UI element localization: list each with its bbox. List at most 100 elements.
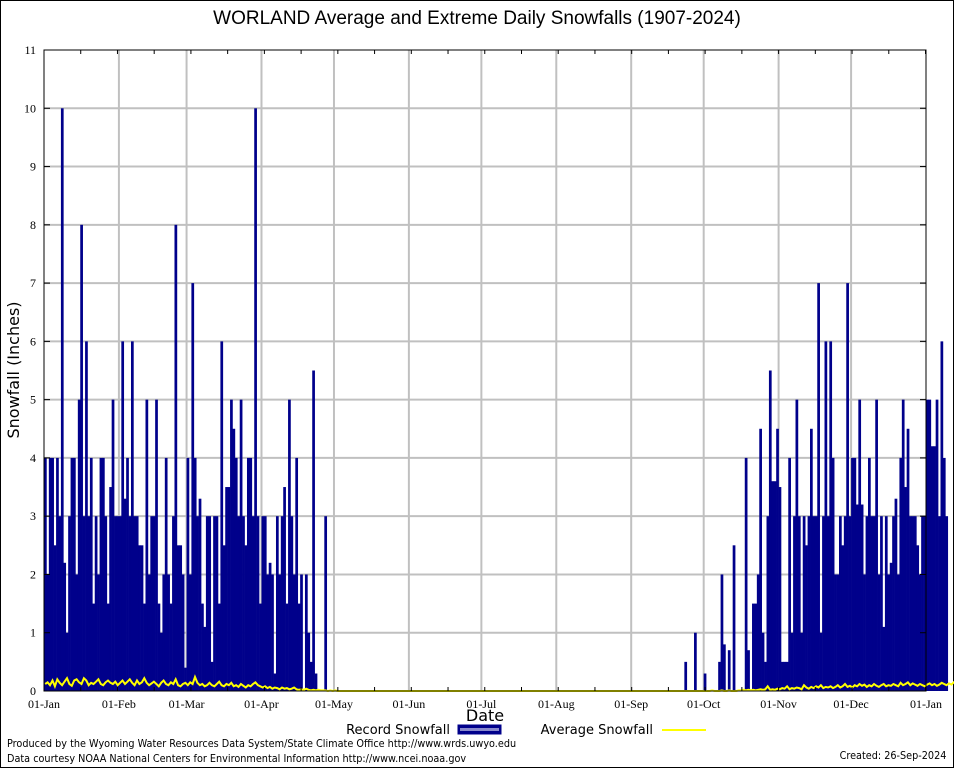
record-bar <box>894 498 898 691</box>
record-bar <box>213 516 216 691</box>
record-bar <box>836 574 840 691</box>
y-tick-label: 4 <box>30 451 36 465</box>
x-tick-label: 01-Jan <box>28 697 60 711</box>
record-bar <box>201 603 204 691</box>
record-bar <box>312 370 315 691</box>
record-bar <box>851 457 854 691</box>
record-bar <box>843 516 847 691</box>
record-bar <box>776 428 779 691</box>
record-bar <box>220 341 224 691</box>
record-bar <box>877 574 881 691</box>
y-tick-label: 10 <box>24 101 36 115</box>
record-bar <box>101 457 105 691</box>
record-bar <box>254 108 257 692</box>
record-bar <box>157 603 161 691</box>
record-bar <box>283 487 286 691</box>
record-bar <box>887 574 891 691</box>
record-bar <box>875 399 878 691</box>
record-bar <box>271 574 274 691</box>
record-bar <box>899 457 903 691</box>
record-bar <box>70 457 74 691</box>
record-bar <box>759 428 762 691</box>
record-bar <box>945 516 949 691</box>
record-bar <box>921 516 924 691</box>
record-bar <box>176 545 180 691</box>
record-bar <box>87 516 91 691</box>
record-bar <box>128 516 132 691</box>
x-tick-label: 01-Feb <box>102 697 136 711</box>
record-bar <box>744 457 748 691</box>
record-bar <box>814 516 818 691</box>
record-bar <box>118 516 122 691</box>
record-bar <box>126 457 129 691</box>
record-bar <box>150 516 154 691</box>
record-bar <box>752 603 755 691</box>
record-bar <box>140 545 144 691</box>
record-bar <box>314 673 318 691</box>
record-bar <box>846 283 849 691</box>
record-bar <box>800 632 804 691</box>
y-tick-label: 8 <box>30 218 36 232</box>
record-bar <box>217 603 221 691</box>
record-bar <box>802 516 806 691</box>
record-bar <box>188 574 192 691</box>
record-bar <box>935 399 939 691</box>
record-bar <box>164 457 168 691</box>
x-axis-title: Date <box>466 706 504 725</box>
y-tick-label: 0 <box>30 684 36 698</box>
record-bar <box>159 632 163 691</box>
record-bar <box>855 504 859 691</box>
record-bar <box>174 224 178 691</box>
record-bar <box>892 516 895 691</box>
record-bar <box>116 516 120 691</box>
record-bar <box>942 457 946 691</box>
x-tick-label: 01-Sep <box>614 697 648 711</box>
y-tick-label: 11 <box>24 43 36 57</box>
record-bar <box>703 673 707 691</box>
created-date: Created: 26-Sep-2024 <box>839 749 946 762</box>
record-bar <box>172 516 175 691</box>
y-axis-title: Snowfall (Inches) <box>4 301 23 438</box>
record-bar <box>92 603 96 691</box>
record-bar <box>135 516 139 691</box>
record-bar <box>288 399 291 691</box>
record-bar <box>234 457 238 691</box>
record-bar <box>111 399 115 691</box>
record-bar <box>225 487 228 691</box>
record-bar <box>203 626 207 691</box>
record-bar <box>147 574 151 691</box>
record-bar <box>162 574 166 691</box>
y-tick-label: 6 <box>30 334 36 348</box>
record-bar <box>297 603 301 691</box>
x-tick-label: 01-Oct <box>687 697 721 711</box>
y-tick-label: 3 <box>30 509 36 523</box>
record-bar <box>848 516 852 691</box>
record-bar <box>152 516 156 691</box>
record-bar <box>56 457 59 691</box>
record-bar <box>880 516 883 691</box>
record-bar <box>923 516 927 691</box>
record-bar <box>304 574 308 691</box>
record-bar <box>884 516 888 691</box>
record-bar <box>68 516 71 691</box>
record-bar <box>186 457 190 691</box>
record-bar <box>51 457 54 691</box>
record-bar <box>788 457 791 691</box>
record-bar <box>123 498 127 691</box>
record-bar <box>926 399 929 691</box>
record-bar <box>812 516 816 691</box>
record-bar <box>179 545 183 691</box>
record-bar <box>58 516 62 691</box>
x-tick-labels: 01-Jan 01-Feb 01-Mar 01-Apr 01-May 01-Jun 01-J… <box>28 697 942 711</box>
record-bar <box>756 574 760 691</box>
record-bar <box>259 603 262 691</box>
record-bar <box>63 562 67 691</box>
x-tick-label: 01-Aug <box>538 697 575 711</box>
record-bar <box>65 632 69 691</box>
record-bar <box>285 603 289 691</box>
legend-label-record: Record Snowfall <box>346 723 450 738</box>
y-tick-labels: 0 1 2 3 4 5 6 7 8 9 10 11 <box>24 43 36 698</box>
record-bar <box>60 108 64 692</box>
record-bar <box>901 399 905 691</box>
record-bar <box>196 516 199 691</box>
